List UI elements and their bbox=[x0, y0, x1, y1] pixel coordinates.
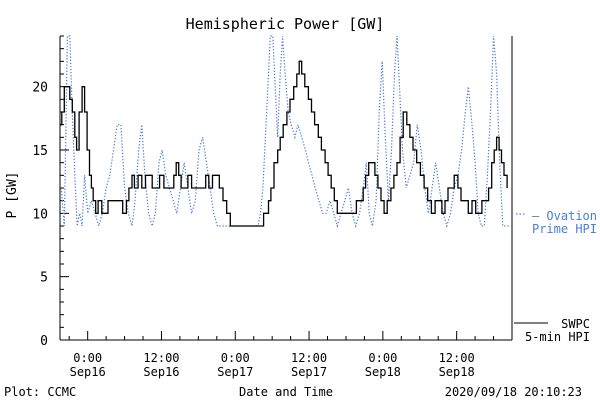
plot-credit: Plot: CCMC bbox=[4, 385, 76, 399]
x-tick-label-date: Sep16 bbox=[70, 365, 106, 379]
y-tick-label: 20 bbox=[32, 81, 48, 96]
y-tick-label: 5 bbox=[40, 271, 48, 286]
x-axis-label: Date and Time bbox=[239, 385, 333, 399]
x-tick-label-date: Sep18 bbox=[365, 365, 401, 379]
chart-title: Hemispheric Power [GW] bbox=[186, 15, 385, 33]
legend-swpc-line1: SWPC bbox=[561, 317, 590, 331]
timestamp: 2020/09/18 20:10:23 bbox=[445, 385, 582, 399]
x-axis: 0:00Sep1612:00Sep160:00Sep1712:00Sep170:… bbox=[68, 331, 513, 379]
x-tick-label-date: Sep17 bbox=[291, 365, 327, 379]
x-tick-label-time: 0:00 bbox=[368, 351, 397, 365]
x-tick-label-time: 0:00 bbox=[73, 351, 102, 365]
series-ovation-line bbox=[60, 35, 510, 229]
x-tick-label-time: 0:00 bbox=[221, 351, 250, 365]
series-swpc-line bbox=[60, 60, 508, 227]
y-tick-label: 15 bbox=[32, 144, 48, 159]
series-layer bbox=[60, 35, 510, 229]
x-tick-label-time: 12:00 bbox=[439, 351, 475, 365]
y-tick-label: 10 bbox=[32, 207, 48, 222]
legend: — Ovation Prime HPI SWPC 5-min HPI bbox=[514, 209, 597, 344]
x-tick-label-time: 12:00 bbox=[143, 351, 179, 365]
legend-ovation-line2: Prime HPI bbox=[532, 222, 597, 236]
x-tick-label-time: 12:00 bbox=[291, 351, 327, 365]
y-axis-label: P [GW] bbox=[5, 172, 20, 219]
x-tick-label-date: Sep18 bbox=[439, 365, 475, 379]
x-tick-label-date: Sep16 bbox=[143, 365, 179, 379]
legend-swpc-line2: 5-min HPI bbox=[525, 330, 590, 344]
x-tick-label-date: Sep17 bbox=[217, 365, 253, 379]
y-tick-label: 0 bbox=[40, 334, 48, 349]
y-axis: 0 5 10 15 20 bbox=[32, 35, 69, 349]
legend-ovation-line1: — Ovation bbox=[532, 209, 597, 223]
